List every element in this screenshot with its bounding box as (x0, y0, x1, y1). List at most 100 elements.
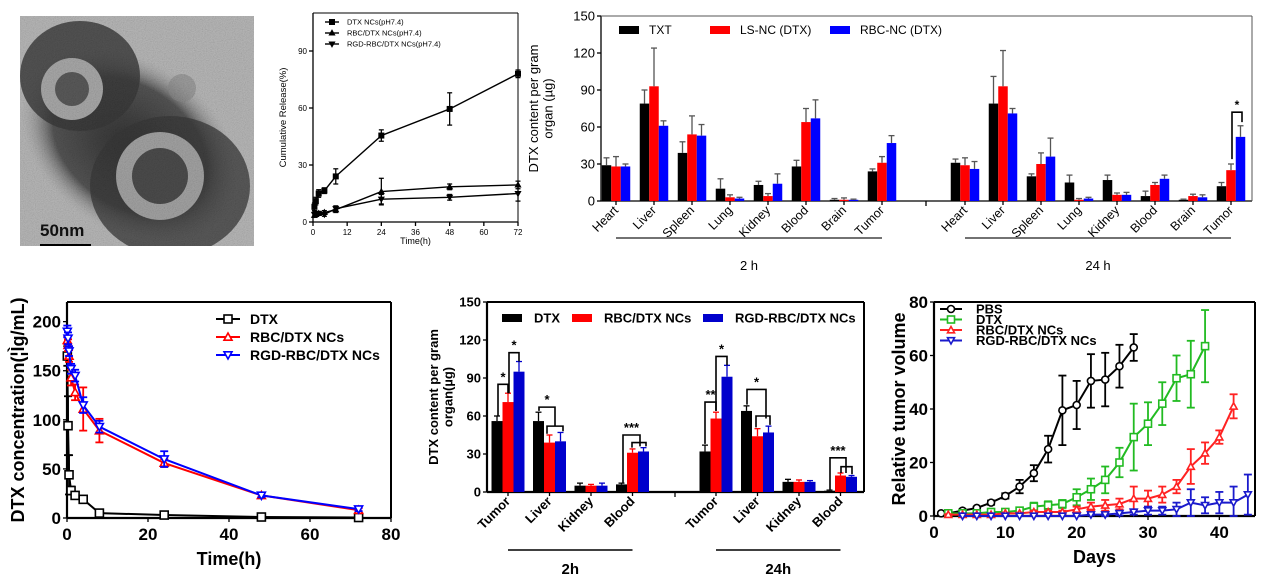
bar (835, 476, 846, 492)
bar (722, 377, 733, 492)
data-point (95, 423, 103, 430)
y-tick-label: 20 (909, 453, 928, 472)
legend-swatch (710, 26, 730, 34)
data-point (1173, 375, 1180, 382)
x-tick-label: 40 (1210, 523, 1229, 542)
category-label: Tumor (683, 494, 722, 533)
data-point (959, 513, 966, 519)
y-tick-label: 120 (573, 46, 595, 61)
series-rgd-rbc-dtx-ncs-ph7-4- (312, 186, 521, 217)
data-point (1087, 512, 1094, 518)
bar (640, 104, 650, 201)
data-point (1216, 434, 1223, 440)
data-point (1244, 492, 1251, 498)
data-point (1002, 513, 1009, 519)
legend-label: DTX (534, 311, 560, 326)
data-point (1059, 500, 1066, 507)
bar (887, 143, 897, 201)
data-point (1030, 513, 1037, 519)
data-point (1159, 508, 1166, 514)
x-axis-title: Days (1073, 547, 1116, 567)
release-chart: 03060900122436486072DTX NCs(pH7.4)RBC/DT… (278, 13, 523, 246)
significance-stars: * (719, 341, 725, 356)
legend-label: TXT (649, 23, 672, 37)
data-point (988, 499, 995, 506)
y-axis-title: Relative tumor volume (889, 312, 909, 505)
x-tick-label: 20 (139, 525, 158, 544)
category-label: Blood (601, 493, 638, 530)
legend-marker (224, 352, 232, 359)
x-axis-title: Time(h) (197, 549, 262, 569)
bar (1112, 195, 1122, 201)
charts-layer: 03060900122436486072DTX NCs(pH7.4)RBC/DT… (0, 0, 1269, 580)
data-point (379, 189, 383, 193)
data-point (1230, 500, 1237, 506)
category-label: Blood (779, 203, 812, 236)
data-point (257, 513, 265, 521)
x-tick-label: 0 (62, 525, 71, 544)
category-label: Blood (809, 493, 846, 530)
data-point (1073, 494, 1080, 501)
data-point (379, 133, 383, 137)
category-label: Liver (522, 494, 555, 527)
group-label: 2h (561, 561, 579, 578)
y-axis-title: Cumulative Release(%) (278, 68, 289, 168)
significance-stars: *** (830, 443, 846, 458)
data-point (1002, 492, 1009, 499)
legend-label: RGD-RBC/DTX NCs (250, 347, 380, 363)
y-tick-label: 60 (467, 409, 481, 424)
legend-label: RBC-NC (DTX) (860, 23, 942, 37)
legend-label: DTX (250, 311, 279, 327)
data-point (1230, 403, 1237, 409)
data-point (1059, 513, 1066, 519)
category-label: Brain (1168, 203, 1199, 234)
category-label: Liver (730, 494, 763, 527)
x-tick-label: 12 (343, 228, 352, 237)
significance-stars: * (754, 374, 760, 389)
data-point (65, 471, 73, 479)
bar (754, 185, 764, 201)
bar (649, 86, 659, 201)
category-label: Lung (1055, 203, 1085, 233)
bar (492, 421, 503, 492)
data-point (1016, 483, 1023, 490)
y-tick-label: 0 (474, 485, 481, 500)
bar (752, 436, 763, 492)
pharmacokinetics-chart: 050100150200020406080DTXRBC/DTX NCsRGD-R… (7, 297, 400, 569)
series-dtx (63, 346, 362, 521)
y-tick-label: 0 (919, 507, 928, 526)
series-line (67, 340, 358, 510)
y-tick-label: 40 (909, 400, 928, 419)
significance-stars: * (1235, 98, 1240, 112)
data-point (1216, 500, 1223, 506)
significance-stars: * (500, 369, 506, 384)
bar (697, 136, 707, 201)
y-tick-label: 100 (33, 411, 61, 430)
legend-label: RBC/DTX NCs(pH7.4) (347, 29, 422, 38)
y-axis-title: DTX content per gram (426, 329, 441, 465)
data-point (988, 513, 995, 519)
significance-stars: ** (705, 387, 716, 402)
bar (514, 372, 525, 492)
data-point (1187, 500, 1194, 506)
legend-swatch (830, 26, 850, 34)
x-tick-label: 0 (929, 523, 938, 542)
bar (801, 122, 811, 201)
category-label: Liver (630, 203, 659, 232)
y-tick-label: 60 (909, 346, 928, 365)
x-tick-label: 80 (382, 525, 401, 544)
legend-label: RBC/DTX NCs (604, 311, 691, 326)
legend-label: DTX NCs(pH7.4) (347, 18, 404, 27)
data-point (1116, 459, 1123, 466)
bar (533, 421, 544, 492)
x-tick-label: 72 (514, 228, 523, 237)
data-point (1102, 376, 1109, 383)
y-tick-label: 30 (467, 447, 481, 462)
y-tick-label: 30 (581, 157, 595, 172)
significance-bracket (632, 443, 646, 448)
y-tick-label: 0 (303, 218, 308, 227)
category-label: Tumor (1201, 203, 1236, 238)
bar (741, 411, 752, 492)
bar (783, 482, 794, 492)
data-point (1045, 446, 1052, 453)
